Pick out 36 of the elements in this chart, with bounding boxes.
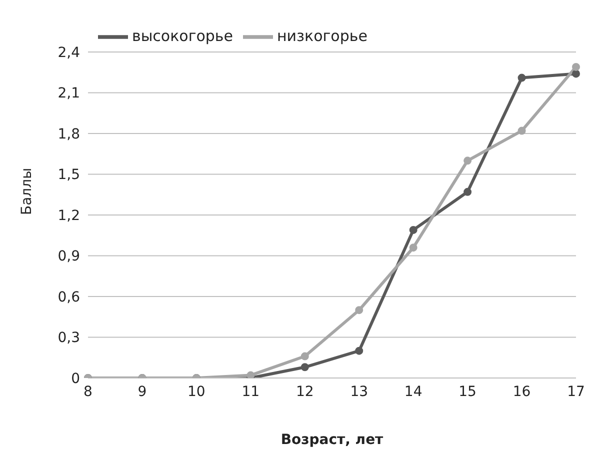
point xyxy=(464,156,472,165)
y-tick-label: 1,5 xyxy=(58,167,80,184)
y-tick-label: 0,6 xyxy=(58,289,80,306)
y-tick-label: 1,2 xyxy=(58,208,80,224)
x-tick-label: 17 xyxy=(567,384,585,400)
y-tick-label: 2,4 xyxy=(58,44,80,61)
point xyxy=(355,306,364,314)
x-tick-label: 10 xyxy=(188,384,206,400)
point xyxy=(518,126,526,135)
point xyxy=(572,70,580,78)
x-tick-label: 16 xyxy=(512,384,531,400)
point xyxy=(518,74,526,82)
y-tick-label: 0 xyxy=(71,370,80,387)
legend-label: высокогорье xyxy=(132,27,233,46)
point xyxy=(409,244,418,252)
point xyxy=(464,188,472,196)
y-tick-label: 0,9 xyxy=(58,248,80,265)
x-tick-label: 11 xyxy=(242,384,260,400)
y-tick-label: 2,1 xyxy=(58,86,80,102)
point xyxy=(409,226,418,234)
x-tick-label: 9 xyxy=(138,384,147,400)
x-tick-label: 14 xyxy=(404,384,422,400)
x-tick-label: 15 xyxy=(458,384,476,400)
point xyxy=(355,346,364,355)
y-tick-label: 1,8 xyxy=(58,126,80,142)
point xyxy=(572,62,580,71)
point xyxy=(300,352,309,360)
legend-label: низкогорье xyxy=(277,27,368,46)
point xyxy=(300,363,309,372)
point xyxy=(246,371,255,378)
y-tick-label: 0,3 xyxy=(58,330,80,346)
x-axis-title: Возраст, лет xyxy=(280,432,384,448)
x-tick-label: 8 xyxy=(84,384,92,400)
x-tick-label: 13 xyxy=(350,384,368,400)
y-axis-title: Баллы xyxy=(18,168,35,215)
x-tick-label: 12 xyxy=(296,384,314,400)
